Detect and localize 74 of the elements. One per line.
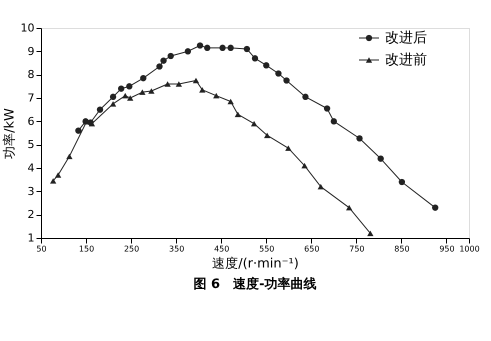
point <box>302 94 309 100</box>
x-tick-label: 50 <box>36 244 47 254</box>
x-tick-label: 150 <box>78 244 94 254</box>
point <box>324 105 330 112</box>
point <box>148 88 155 94</box>
point <box>398 178 406 186</box>
point <box>75 128 82 134</box>
point <box>285 145 292 151</box>
x-axis-title: 速度/(r·min⁻¹) <box>212 256 299 272</box>
point <box>122 92 128 98</box>
x-tick-label: 850 <box>394 244 410 254</box>
point <box>263 62 270 68</box>
point <box>367 230 374 236</box>
point <box>204 44 210 51</box>
point <box>196 42 204 49</box>
legend-label: 改进后 <box>385 30 427 46</box>
x-tick-label: 750 <box>349 244 365 254</box>
y-tick-label: 1 <box>28 232 34 244</box>
y-tick-label: 9 <box>28 44 34 58</box>
point <box>228 44 234 51</box>
y-tick-label: 5 <box>28 138 34 152</box>
point <box>156 63 163 70</box>
point <box>176 81 182 87</box>
point <box>244 46 250 52</box>
point <box>356 135 363 142</box>
point <box>192 78 200 84</box>
x-tick-label: 250 <box>124 244 140 254</box>
point <box>66 154 73 160</box>
point <box>127 95 134 101</box>
point <box>432 204 438 211</box>
point <box>264 132 270 138</box>
point <box>378 156 384 162</box>
point <box>250 120 258 126</box>
x-tick-label: 950 <box>439 244 455 254</box>
point <box>318 184 324 190</box>
caption: 图 6 速度-功率曲线 <box>194 276 316 292</box>
point <box>54 172 62 178</box>
point <box>219 44 226 51</box>
point <box>213 92 220 98</box>
point <box>330 118 338 124</box>
y-tick-label: 2 <box>28 208 34 222</box>
y-tick-label: 3 <box>28 184 34 198</box>
point <box>110 94 116 100</box>
x-tick-label: 350 <box>169 244 184 254</box>
y-tick-label: 6 <box>28 114 34 128</box>
point <box>184 48 192 54</box>
y-tick-label: 4 <box>28 162 34 174</box>
point <box>118 86 124 92</box>
point <box>126 83 132 90</box>
legend-label: 改进前 <box>385 52 427 68</box>
x-tick-label: 1000 <box>459 244 480 254</box>
point <box>275 70 282 77</box>
point <box>160 58 167 64</box>
y-tick-label: 8 <box>28 68 34 82</box>
point <box>252 55 258 62</box>
y-tick-label: 10 <box>20 22 34 34</box>
point <box>283 77 290 84</box>
point <box>228 98 234 104</box>
point <box>168 52 174 60</box>
point <box>346 204 352 210</box>
point <box>234 112 242 118</box>
point <box>139 89 146 95</box>
point <box>164 81 171 87</box>
point <box>301 162 308 168</box>
point <box>96 106 104 113</box>
point <box>140 75 146 82</box>
x-tick-label: 650 <box>304 244 320 254</box>
y-axis-title: 功率/kW <box>2 108 18 159</box>
point <box>110 101 116 107</box>
y-tick-label: 7 <box>28 92 34 104</box>
x-tick-label: 550 <box>259 244 274 254</box>
point <box>50 178 56 184</box>
point <box>199 87 206 93</box>
x-tick-label: 450 <box>214 244 230 254</box>
